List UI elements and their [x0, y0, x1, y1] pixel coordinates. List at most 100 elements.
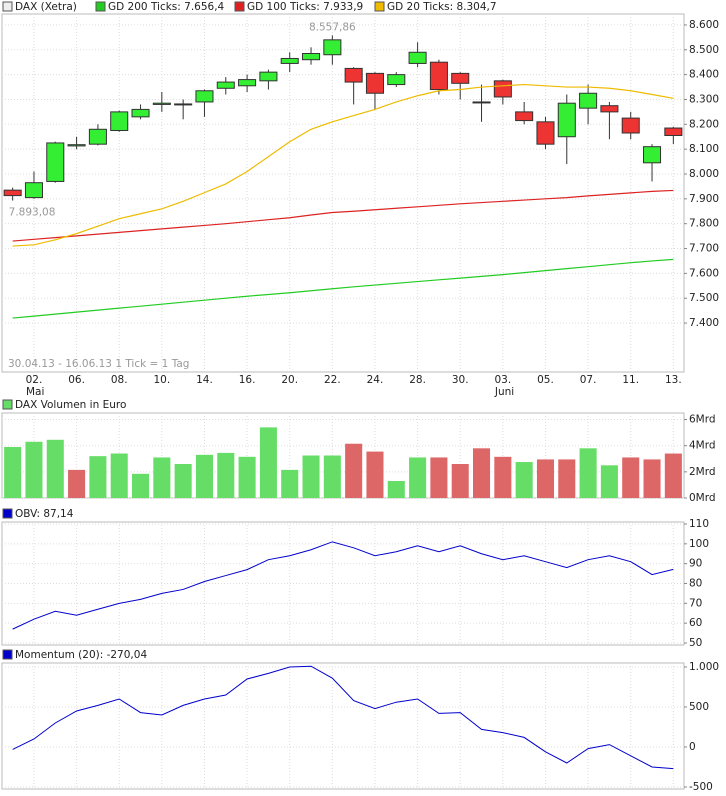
- x-tick-label: 20.: [281, 374, 298, 386]
- y-tick-label: 8.000: [689, 168, 719, 180]
- bar: [558, 459, 576, 498]
- bar: [323, 455, 341, 498]
- candle-body: [110, 111, 129, 132]
- y-tick-label: 110: [689, 518, 709, 530]
- y-tick-label: 7.700: [689, 243, 719, 255]
- candle-body: [46, 142, 65, 182]
- bar: [110, 453, 128, 498]
- candle-body: [557, 102, 576, 138]
- candle-body: [216, 81, 235, 89]
- candle-body: [3, 189, 22, 197]
- bar: [515, 462, 533, 498]
- candle-body: [323, 39, 342, 56]
- bar: [302, 455, 320, 498]
- candle-body: [365, 72, 384, 94]
- y-tick-label: 2Mrd: [689, 466, 716, 478]
- legend-swatch: [2, 508, 13, 519]
- y-tick-label: 8.500: [689, 44, 719, 56]
- y-tick-label: 500: [689, 701, 709, 713]
- bar: [451, 464, 469, 498]
- candle-body: [408, 51, 427, 64]
- x-tick-label: 08.: [111, 374, 128, 386]
- legend-label: GD 100 Ticks: 7.933,9: [247, 1, 363, 13]
- y-tick-label: 7.900: [689, 193, 719, 205]
- candle-body: [280, 57, 299, 64]
- bar: [259, 427, 277, 498]
- bar: [643, 459, 661, 498]
- obv-panel: [1, 521, 685, 646]
- candle-body: [493, 80, 512, 98]
- x-tick-label: 16.: [239, 374, 256, 386]
- high-annotation: 8.557,86: [309, 21, 356, 33]
- moving-average-line: [12, 258, 674, 319]
- bar: [174, 464, 192, 498]
- moving-average-line: [12, 189, 674, 242]
- candle-body: [643, 146, 662, 164]
- candle-body: [515, 111, 534, 122]
- legend-label: GD 20 Ticks: 8.304,7: [387, 1, 497, 13]
- candle-body: [451, 72, 470, 84]
- candle-body: [621, 117, 640, 134]
- legend-swatch: [2, 1, 13, 12]
- candle-body: [387, 74, 406, 86]
- y-tick-label: 1.000: [689, 661, 719, 673]
- y-tick-label: 8.300: [689, 93, 719, 105]
- y-tick-label: 0Mrd: [689, 492, 716, 504]
- candle-body: [536, 121, 555, 145]
- y-tick-label: 8.100: [689, 143, 719, 155]
- legend-swatch: [95, 1, 106, 12]
- y-tick-label: 50: [689, 637, 702, 649]
- bar: [4, 447, 22, 498]
- y-tick-label: 8.200: [689, 118, 719, 130]
- bar: [89, 456, 107, 498]
- bar: [409, 457, 427, 498]
- legend-label: GD 200 Ticks: 7.656,4: [108, 1, 225, 13]
- x-tick-label: 13.: [665, 374, 682, 386]
- x-tick-label: 10.: [153, 374, 170, 386]
- legend-swatch: [374, 1, 385, 12]
- bar: [68, 469, 86, 498]
- candle-body: [259, 71, 278, 82]
- range-note: 30.04.13 - 16.06.13 1 Tick = 1 Tag: [8, 358, 189, 370]
- candle-body: [579, 92, 598, 109]
- candle-body: [238, 79, 257, 87]
- bar: [25, 441, 43, 498]
- line: [12, 665, 674, 770]
- x-tick-label: 06.: [68, 374, 85, 386]
- bar: [494, 456, 512, 498]
- y-tick-label: 80: [689, 578, 702, 590]
- candle-body: [472, 101, 491, 104]
- bar: [132, 473, 150, 498]
- candle-body: [131, 108, 150, 118]
- bar: [600, 465, 618, 498]
- bar: [345, 443, 363, 498]
- panel-title: DAX Volumen in Euro: [15, 399, 126, 411]
- legend-swatch: [2, 649, 13, 660]
- price-panel: [1, 13, 685, 373]
- x-tick-label: 03.: [494, 374, 511, 386]
- momentum-panel: [1, 662, 685, 790]
- y-tick-label: 7.500: [689, 292, 719, 304]
- x-tick-label: 22.: [324, 374, 341, 386]
- line: [12, 541, 674, 630]
- bar: [217, 452, 235, 498]
- y-tick-label: 60: [689, 617, 702, 629]
- y-tick-label: 90: [689, 558, 702, 570]
- candle-body: [24, 182, 43, 199]
- bar: [46, 439, 64, 498]
- x-tick-label: 02.: [26, 374, 43, 386]
- bar: [195, 454, 213, 498]
- bar: [622, 457, 640, 498]
- x-tick-label: 07.: [580, 374, 597, 386]
- candle-body: [302, 53, 321, 61]
- y-tick-label: 4Mrd: [689, 440, 716, 452]
- panel-title: Momentum (20): -270,04: [15, 649, 147, 661]
- bar: [153, 457, 171, 498]
- candle-body: [67, 144, 86, 147]
- candle-body: [429, 61, 448, 91]
- y-tick-label: 70: [689, 597, 702, 609]
- x-tick-label: 28.: [409, 374, 426, 386]
- legend-swatch: [234, 1, 245, 12]
- y-tick-label: 6Mrd: [689, 414, 716, 426]
